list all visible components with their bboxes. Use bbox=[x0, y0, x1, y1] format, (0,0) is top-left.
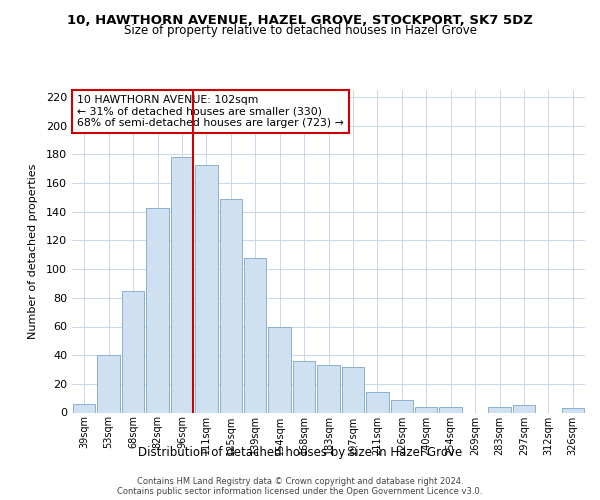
Bar bbox=[73, 404, 95, 412]
Bar bbox=[562, 408, 584, 412]
Bar bbox=[317, 365, 340, 412]
Text: Size of property relative to detached houses in Hazel Grove: Size of property relative to detached ho… bbox=[124, 24, 476, 37]
Bar bbox=[366, 392, 389, 412]
Text: Distribution of detached houses by size in Hazel Grove: Distribution of detached houses by size … bbox=[138, 446, 462, 459]
Bar bbox=[170, 158, 193, 412]
Bar bbox=[512, 406, 535, 412]
Bar bbox=[220, 199, 242, 412]
Bar bbox=[341, 366, 364, 412]
Bar bbox=[415, 407, 437, 412]
Bar bbox=[146, 208, 169, 412]
Y-axis label: Number of detached properties: Number of detached properties bbox=[28, 164, 38, 339]
Bar bbox=[293, 361, 316, 412]
Bar bbox=[268, 326, 291, 412]
Text: Contains public sector information licensed under the Open Government Licence v3: Contains public sector information licen… bbox=[118, 486, 482, 496]
Bar bbox=[244, 258, 266, 412]
Bar bbox=[391, 400, 413, 412]
Text: 10, HAWTHORN AVENUE, HAZEL GROVE, STOCKPORT, SK7 5DZ: 10, HAWTHORN AVENUE, HAZEL GROVE, STOCKP… bbox=[67, 14, 533, 27]
Bar bbox=[97, 355, 120, 412]
Text: Contains HM Land Registry data © Crown copyright and database right 2024.: Contains HM Land Registry data © Crown c… bbox=[137, 476, 463, 486]
Bar bbox=[439, 407, 462, 412]
Bar bbox=[122, 290, 145, 412]
Bar bbox=[488, 407, 511, 412]
Text: 10 HAWTHORN AVENUE: 102sqm
← 31% of detached houses are smaller (330)
68% of sem: 10 HAWTHORN AVENUE: 102sqm ← 31% of deta… bbox=[77, 95, 344, 128]
Bar bbox=[195, 164, 218, 412]
